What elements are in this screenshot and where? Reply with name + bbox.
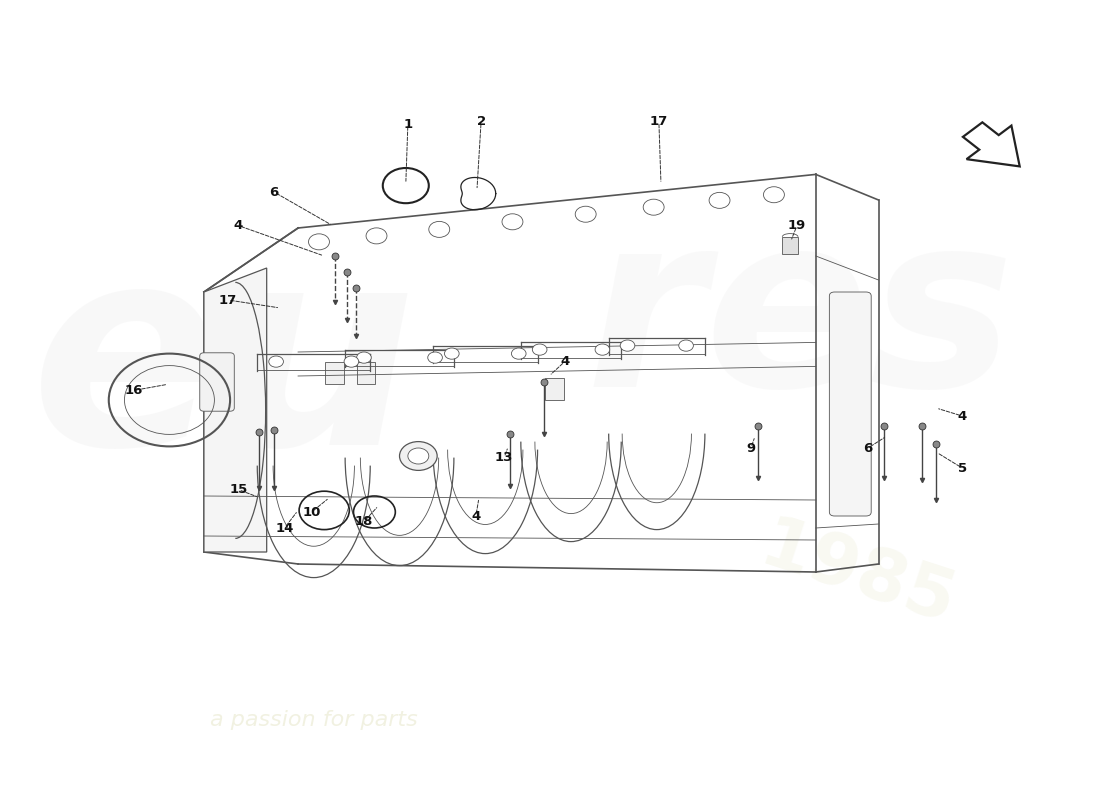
- Polygon shape: [204, 268, 266, 552]
- Text: a passion for parts: a passion for parts: [210, 710, 418, 730]
- Circle shape: [620, 340, 635, 351]
- Text: 1985: 1985: [751, 512, 964, 640]
- Circle shape: [512, 348, 526, 359]
- Text: 17: 17: [219, 294, 238, 306]
- Circle shape: [399, 442, 437, 470]
- Text: 19: 19: [788, 219, 806, 232]
- Text: 17: 17: [650, 115, 668, 128]
- Circle shape: [532, 344, 547, 355]
- Circle shape: [502, 214, 522, 230]
- Text: 4: 4: [560, 355, 570, 368]
- Circle shape: [268, 356, 284, 367]
- Circle shape: [429, 222, 450, 238]
- Text: 4: 4: [471, 510, 481, 522]
- Bar: [326, 362, 344, 384]
- Text: 1: 1: [404, 118, 412, 130]
- Circle shape: [428, 352, 442, 363]
- FancyBboxPatch shape: [200, 353, 234, 411]
- Bar: [782, 237, 797, 254]
- Circle shape: [763, 186, 784, 202]
- Text: 2: 2: [476, 115, 486, 128]
- Circle shape: [356, 352, 372, 363]
- Text: eu: eu: [32, 233, 418, 503]
- Circle shape: [644, 199, 664, 215]
- Text: res: res: [585, 202, 1015, 438]
- Bar: [544, 378, 563, 400]
- Circle shape: [444, 348, 459, 359]
- Text: 14: 14: [275, 522, 294, 534]
- Text: 13: 13: [495, 451, 514, 464]
- Circle shape: [308, 234, 329, 250]
- FancyBboxPatch shape: [829, 292, 871, 516]
- Text: 15: 15: [229, 483, 248, 496]
- Circle shape: [575, 206, 596, 222]
- Circle shape: [344, 356, 359, 367]
- Polygon shape: [962, 122, 1020, 166]
- Circle shape: [595, 344, 609, 355]
- Circle shape: [679, 340, 693, 351]
- Text: 18: 18: [355, 515, 373, 528]
- Circle shape: [366, 228, 387, 244]
- Bar: [356, 362, 375, 384]
- Text: 16: 16: [124, 384, 143, 397]
- Text: 6: 6: [864, 442, 872, 454]
- Text: 10: 10: [302, 506, 321, 518]
- Text: 4: 4: [234, 219, 243, 232]
- Text: 5: 5: [958, 462, 967, 474]
- Text: 4: 4: [958, 410, 967, 422]
- Text: 6: 6: [270, 186, 278, 198]
- Text: 9: 9: [747, 442, 756, 454]
- Circle shape: [710, 192, 730, 208]
- Circle shape: [408, 448, 429, 464]
